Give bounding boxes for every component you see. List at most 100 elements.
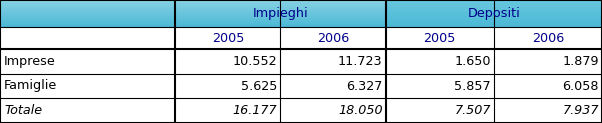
Bar	[281, 23, 386, 24]
Bar	[175, 20, 281, 21]
Bar	[175, 1, 281, 2]
Bar	[175, 25, 281, 26]
Bar	[281, 25, 386, 26]
Bar	[494, 1, 602, 2]
Bar	[281, 5, 386, 6]
Bar	[175, 6, 281, 7]
Bar	[0, 6, 175, 7]
Bar	[281, 13, 386, 14]
Text: 5.625: 5.625	[241, 79, 278, 92]
Bar	[0, 9, 175, 10]
Bar	[494, 25, 602, 26]
Bar	[175, 12, 281, 13]
Text: 6.327: 6.327	[346, 79, 383, 92]
Bar	[386, 21, 494, 22]
Bar	[281, 11, 386, 12]
Bar	[281, 17, 386, 18]
Bar	[0, 17, 175, 18]
Bar	[281, 18, 386, 19]
Text: Totale: Totale	[4, 104, 42, 117]
Bar	[175, 15, 281, 16]
Bar	[175, 98, 281, 123]
Bar	[494, 10, 602, 11]
Bar	[386, 14, 494, 15]
Text: 2005: 2005	[424, 31, 456, 45]
Bar	[0, 12, 175, 13]
Bar	[0, 11, 175, 12]
Bar	[0, 49, 175, 74]
Bar	[175, 0, 281, 1]
Bar	[386, 23, 494, 24]
Bar	[281, 7, 386, 8]
Bar	[0, 74, 175, 98]
Bar	[175, 17, 281, 18]
Text: 11.723: 11.723	[338, 55, 383, 68]
Bar	[281, 24, 386, 25]
Bar	[0, 20, 175, 21]
Bar	[386, 15, 494, 16]
Bar	[0, 3, 175, 4]
Text: 7.507: 7.507	[455, 104, 491, 117]
Bar	[0, 18, 175, 19]
Bar	[175, 19, 281, 20]
Bar	[0, 7, 175, 8]
Bar	[281, 2, 386, 3]
Bar	[175, 7, 281, 8]
Bar	[175, 23, 281, 24]
Bar	[175, 11, 281, 12]
Bar	[494, 4, 602, 5]
Bar	[0, 25, 175, 26]
Text: Impieghi: Impieghi	[253, 7, 308, 20]
Bar	[0, 24, 175, 25]
Bar	[386, 74, 494, 98]
Bar	[494, 15, 602, 16]
Text: 6.058: 6.058	[562, 79, 599, 92]
Text: 1.879: 1.879	[562, 55, 599, 68]
Bar	[281, 16, 386, 17]
Bar	[175, 22, 281, 23]
Bar	[0, 19, 175, 20]
Bar	[0, 13, 175, 14]
Text: Depositi: Depositi	[467, 7, 520, 20]
Bar	[0, 21, 175, 22]
Bar	[494, 3, 602, 4]
Bar	[0, 98, 175, 123]
Bar	[175, 14, 281, 15]
Bar	[281, 12, 386, 13]
Bar	[281, 49, 386, 74]
Bar	[0, 4, 175, 5]
Bar	[175, 18, 281, 19]
Bar	[281, 0, 386, 1]
Text: 2005: 2005	[212, 31, 244, 45]
Bar	[0, 26, 175, 27]
Bar	[494, 13, 602, 14]
Bar	[175, 5, 281, 6]
Bar	[386, 17, 494, 18]
Bar	[281, 8, 386, 9]
Bar	[494, 49, 602, 74]
Bar	[494, 18, 602, 19]
Bar	[0, 14, 175, 15]
Bar	[494, 21, 602, 22]
Bar	[494, 74, 602, 98]
Bar	[281, 9, 386, 10]
Bar	[386, 98, 494, 123]
Bar	[175, 49, 281, 74]
Bar	[0, 23, 175, 24]
Text: 10.552: 10.552	[233, 55, 278, 68]
Bar	[175, 10, 281, 11]
Bar	[175, 26, 281, 27]
Bar	[494, 17, 602, 18]
Bar	[281, 26, 386, 27]
Bar	[386, 13, 494, 14]
Bar	[386, 24, 494, 25]
Text: Famiglie: Famiglie	[4, 79, 57, 92]
Bar	[0, 16, 175, 17]
Bar	[386, 19, 494, 20]
Bar	[281, 3, 386, 4]
Bar	[175, 24, 281, 25]
Bar	[494, 6, 602, 7]
Text: 2006: 2006	[532, 31, 564, 45]
Bar	[494, 26, 602, 27]
Bar	[386, 1, 494, 2]
